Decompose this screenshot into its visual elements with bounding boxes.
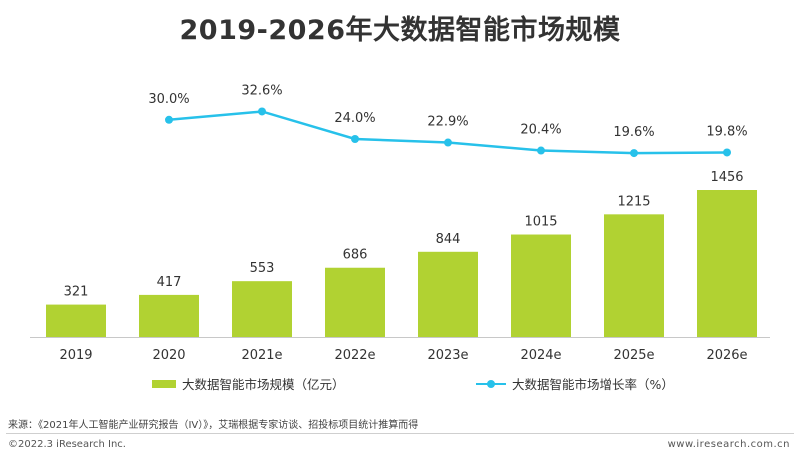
bar-2019 bbox=[46, 304, 106, 337]
x-tick-label-2024e: 2024e bbox=[520, 348, 561, 363]
growth-label-2024e: 20.4% bbox=[520, 123, 561, 138]
source-note: 来源：《2021年人工智能产业研究报告（IV）》，艾瑞根据专家访谈、招投标项目统… bbox=[8, 420, 419, 431]
growth-point-2024e bbox=[537, 146, 545, 155]
bar-2025e bbox=[604, 214, 664, 337]
chart-svg: 321 2019 417 2020 553 2021e 686 2022e 844 2023e 10… bbox=[30, 83, 770, 363]
bar-value-label-2020: 417 bbox=[157, 275, 182, 290]
x-tick-label-2023e: 2023e bbox=[427, 348, 468, 363]
x-tick-label-2026e: 2026e bbox=[706, 348, 747, 363]
website: www.iresearch.com.cn bbox=[667, 439, 790, 450]
growth-label-2026e: 19.8% bbox=[706, 124, 747, 139]
bar-2024e bbox=[511, 234, 571, 337]
bar-value-label-2023e: 844 bbox=[436, 232, 461, 247]
bar-2020 bbox=[139, 294, 199, 337]
x-tick-label-2021e: 2021e bbox=[241, 348, 282, 363]
growth-point-2021e bbox=[258, 107, 266, 116]
x-tick-label-2022e: 2022e bbox=[334, 348, 375, 363]
growth-label-2022e: 24.0% bbox=[334, 111, 375, 126]
x-tick-label-2019: 2019 bbox=[59, 348, 92, 363]
legend-bar-swatch bbox=[152, 379, 176, 388]
growth-point-2025e bbox=[630, 149, 638, 158]
growth-point-2023e bbox=[444, 138, 452, 147]
growth-label-2020: 30.0% bbox=[148, 92, 189, 107]
growth-label-2021e: 32.6% bbox=[241, 83, 282, 98]
bar-2021e bbox=[232, 281, 292, 337]
bar-2023e bbox=[418, 251, 478, 337]
growth-point-2020 bbox=[165, 115, 173, 124]
legend-bar-item: 大数据智能市场规模（亿元） bbox=[152, 374, 345, 393]
bar-2022e bbox=[325, 267, 385, 337]
x-tick-label-2020: 2020 bbox=[152, 348, 185, 363]
bar-value-label-2024e: 1015 bbox=[524, 215, 557, 230]
legend-bar-label: 大数据智能市场规模（亿元） bbox=[182, 377, 345, 392]
bar-value-label-2021e: 553 bbox=[250, 261, 275, 276]
growth-point-2026e bbox=[723, 148, 731, 157]
x-tick-label-2025e: 2025e bbox=[613, 348, 654, 363]
legend-line-swatch bbox=[476, 379, 506, 389]
bar-value-label-2026e: 1456 bbox=[710, 170, 743, 185]
legend-line-item: 大数据智能市场增长率（%） bbox=[476, 374, 674, 393]
bar-2026e bbox=[697, 190, 757, 337]
bar-value-label-2025e: 1215 bbox=[617, 194, 650, 209]
bar-value-label-2019: 321 bbox=[64, 285, 89, 300]
growth-label-2023e: 22.9% bbox=[427, 115, 468, 130]
copyright: ©2022.3 iResearch Inc. bbox=[8, 439, 126, 450]
legend-line-label: 大数据智能市场增长率（%） bbox=[512, 377, 674, 392]
growth-label-2025e: 19.6% bbox=[613, 125, 654, 140]
bar-value-label-2022e: 686 bbox=[343, 248, 368, 263]
chart-title: 2019-2026年大数据智能市场规模 bbox=[179, 15, 621, 46]
growth-point-2022e bbox=[351, 135, 359, 143]
footer-divider bbox=[6, 433, 794, 434]
